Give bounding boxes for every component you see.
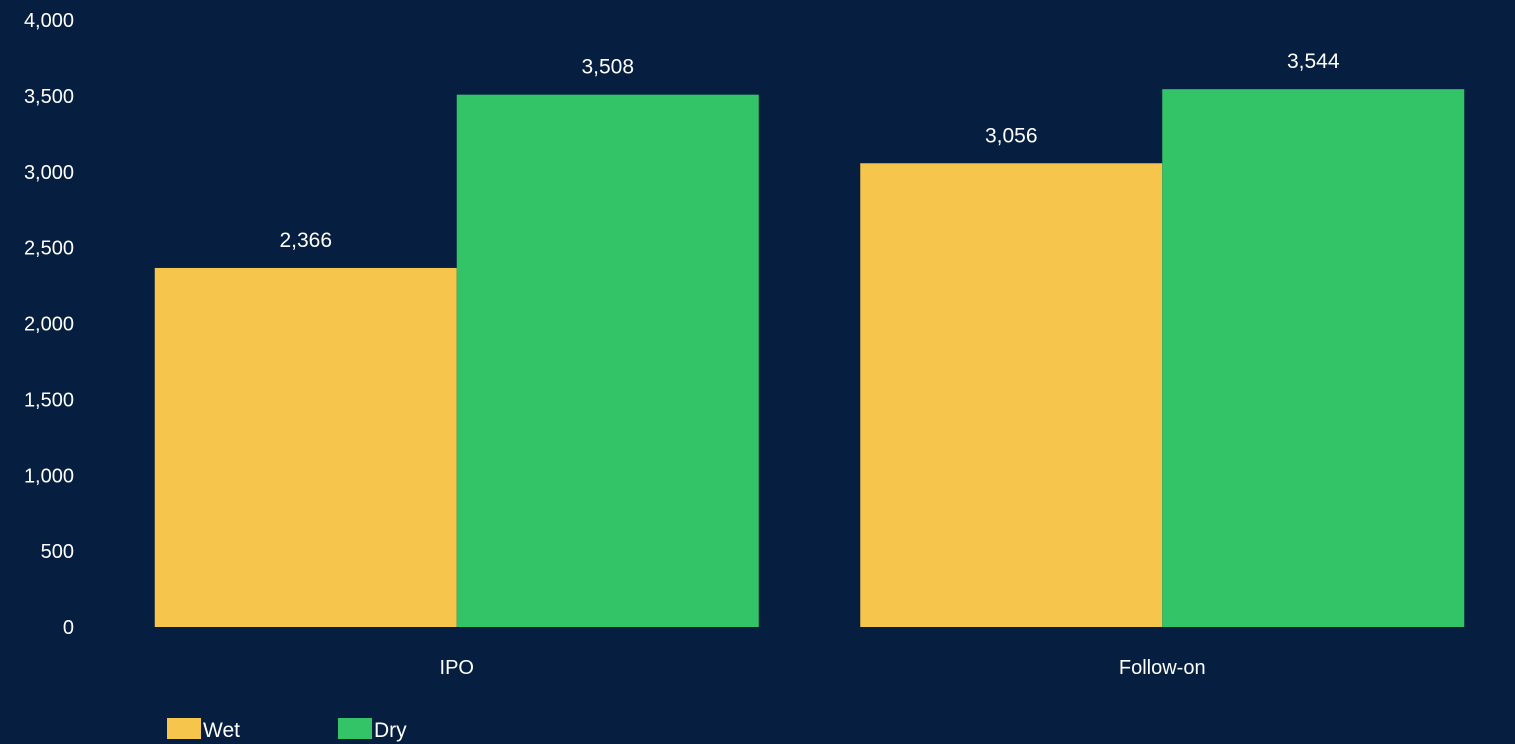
data-label: 2,366 <box>279 229 332 252</box>
y-tick-label: 0 <box>63 617 74 639</box>
bar-dry-ipo <box>456 94 759 627</box>
legend: Wet Dry <box>167 718 407 742</box>
legend-label-dry: Dry <box>374 719 407 742</box>
y-tick-label: 2,500 <box>24 238 74 260</box>
legend-swatch-wet <box>167 718 201 739</box>
legend-label-wet: Wet <box>203 719 240 742</box>
y-tick-label: 3,000 <box>24 162 74 184</box>
y-tick-label: 3,500 <box>24 86 74 108</box>
bars <box>154 89 1465 627</box>
y-tick-label: 4,000 <box>24 10 74 32</box>
data-label: 3,508 <box>581 56 634 79</box>
x-category-label: IPO <box>440 657 474 679</box>
data-label: 3,056 <box>985 124 1038 147</box>
y-tick-label: 500 <box>41 541 74 563</box>
y-tick-label: 1,000 <box>24 465 74 487</box>
legend-swatch-dry <box>338 718 372 739</box>
y-tick-label: 1,500 <box>24 389 74 411</box>
bar-wet-follow-on <box>860 163 1163 627</box>
bar-dry-follow-on <box>1162 89 1465 627</box>
bar-wet-ipo <box>154 267 457 627</box>
y-axis: 0 500 1,000 1,500 2,000 2,500 3,000 3,500 4,000 <box>24 10 74 639</box>
data-labels: 2,366 3,508 3,056 3,544 <box>279 50 1339 252</box>
x-category-label: Follow-on <box>1119 657 1206 679</box>
x-axis: IPO Follow-on <box>440 657 1206 679</box>
y-tick-label: 2,000 <box>24 314 74 336</box>
data-label: 3,544 <box>1287 50 1340 73</box>
